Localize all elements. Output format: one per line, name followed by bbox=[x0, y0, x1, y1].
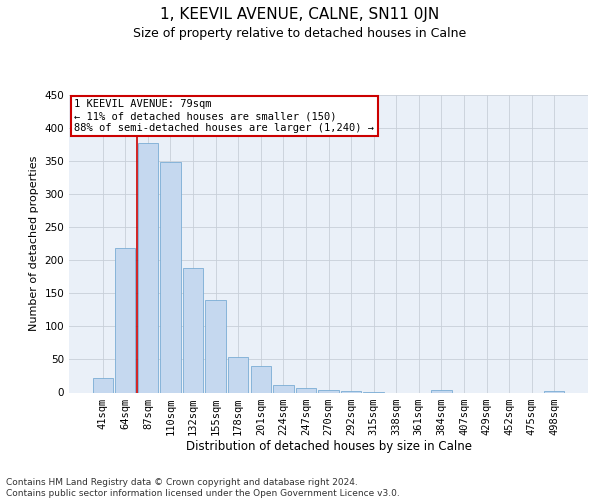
Bar bbox=[92, 378, 113, 392]
Bar bbox=[183, 268, 203, 392]
Bar bbox=[228, 357, 248, 392]
Bar bbox=[205, 300, 226, 392]
X-axis label: Distribution of detached houses by size in Calne: Distribution of detached houses by size … bbox=[185, 440, 472, 454]
Bar bbox=[341, 390, 361, 392]
Y-axis label: Number of detached properties: Number of detached properties bbox=[29, 156, 39, 332]
Text: 1, KEEVIL AVENUE, CALNE, SN11 0JN: 1, KEEVIL AVENUE, CALNE, SN11 0JN bbox=[160, 8, 440, 22]
Text: Contains HM Land Registry data © Crown copyright and database right 2024.
Contai: Contains HM Land Registry data © Crown c… bbox=[6, 478, 400, 498]
Bar bbox=[296, 388, 316, 392]
Bar bbox=[431, 390, 452, 392]
Bar bbox=[160, 162, 181, 392]
Text: Size of property relative to detached houses in Calne: Size of property relative to detached ho… bbox=[133, 28, 467, 40]
Bar bbox=[544, 390, 565, 392]
Text: 1 KEEVIL AVENUE: 79sqm
← 11% of detached houses are smaller (150)
88% of semi-de: 1 KEEVIL AVENUE: 79sqm ← 11% of detached… bbox=[74, 100, 374, 132]
Bar bbox=[138, 142, 158, 392]
Bar bbox=[319, 390, 338, 392]
Bar bbox=[115, 248, 136, 392]
Bar bbox=[251, 366, 271, 392]
Bar bbox=[273, 385, 293, 392]
